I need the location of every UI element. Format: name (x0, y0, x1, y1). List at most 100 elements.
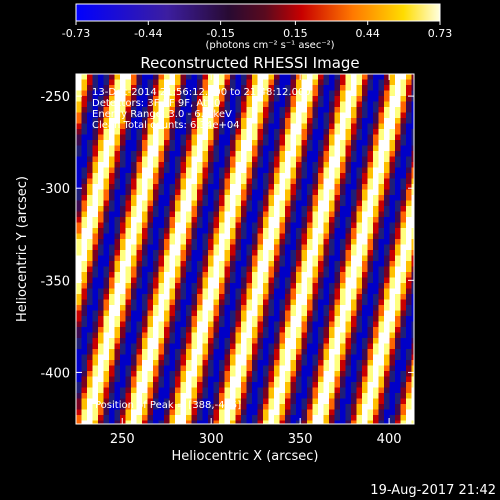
heatmap-cell (180, 332, 187, 339)
heatmap-cell (136, 156, 143, 163)
heatmap-cell (87, 239, 93, 245)
heatmap-cell (98, 79, 104, 86)
heatmap-cell (285, 420, 291, 424)
heatmap-cell (147, 343, 154, 350)
heatmap-cell (136, 305, 143, 311)
heatmap-cell (158, 266, 165, 273)
heatmap-cell (367, 393, 374, 399)
heatmap-cell (219, 250, 225, 256)
heatmap-cell (334, 184, 341, 190)
heatmap-cell (263, 272, 269, 278)
heatmap-cell (268, 228, 275, 234)
heatmap-cell (307, 140, 313, 146)
heatmap-cell (378, 85, 385, 91)
heatmap-cell (373, 426, 379, 432)
heatmap-cell (274, 404, 280, 410)
heatmap-cell (125, 283, 132, 289)
heatmap-cell (340, 228, 346, 234)
heatmap-cell (263, 129, 269, 135)
heatmap-cell (208, 426, 214, 432)
heatmap-cell (285, 90, 291, 97)
heatmap-cell (202, 398, 209, 405)
heatmap-cell (76, 321, 82, 328)
heatmap-cell (318, 222, 324, 229)
heatmap-cell (356, 206, 363, 212)
heatmap-cell (351, 343, 357, 350)
heatmap-cell (296, 426, 302, 432)
heatmap-cell (219, 206, 225, 212)
heatmap-cell (208, 371, 214, 377)
heatmap-cell (153, 420, 159, 424)
heatmap-cell (384, 74, 390, 80)
heatmap-cell (389, 266, 396, 273)
heatmap-cell (395, 85, 401, 91)
heatmap-cell (125, 343, 132, 350)
heatmap-cell (148, 426, 154, 432)
heatmap-cell (213, 145, 220, 152)
heatmap-cell (169, 255, 176, 262)
heatmap-cell (98, 189, 104, 196)
heatmap-cell (147, 277, 154, 284)
heatmap-cell (131, 316, 137, 322)
heatmap-cell (263, 244, 269, 251)
heatmap-cell (153, 338, 159, 344)
heatmap-cell (164, 261, 170, 267)
heatmap-cell (158, 173, 165, 179)
heatmap-cell (268, 299, 275, 306)
heatmap-cell (175, 387, 181, 394)
heatmap-cell (373, 360, 379, 366)
heatmap-cell (312, 338, 319, 344)
heatmap-cell (395, 294, 401, 300)
heatmap-cell (323, 233, 330, 240)
heatmap-cell (378, 398, 385, 405)
heatmap-cell (81, 365, 88, 372)
heatmap-cell (373, 272, 379, 278)
heatmap-cell (197, 156, 203, 163)
heatmap-cell (98, 376, 104, 383)
heatmap-cell (395, 189, 401, 196)
heatmap-cell (345, 387, 352, 394)
heatmap-cell (334, 162, 341, 168)
heatmap-cell (274, 211, 280, 218)
heatmap-cell (285, 316, 291, 322)
heatmap-cell (356, 156, 363, 163)
heatmap-cell (356, 134, 363, 141)
heatmap-cell (318, 343, 324, 350)
heatmap-cell (158, 206, 165, 212)
heatmap-cell (318, 250, 324, 256)
heatmap-cell (279, 299, 286, 306)
heatmap-cell (367, 200, 374, 207)
heatmap-cell (351, 321, 357, 328)
heatmap-cell (186, 283, 192, 289)
heatmap-cell (257, 305, 264, 311)
heatmap-cell (219, 112, 225, 119)
heatmap-cell (340, 184, 346, 190)
heatmap-cell (312, 299, 319, 306)
heatmap-cell (219, 310, 225, 317)
heatmap-cell (142, 140, 148, 146)
heatmap-cell (384, 118, 390, 124)
heatmap-cell (87, 426, 93, 432)
heatmap-cell (411, 101, 414, 108)
heatmap-cell (246, 118, 253, 124)
heatmap-cell (202, 74, 209, 80)
heatmap-cell (164, 376, 170, 383)
heatmap-cell (180, 272, 187, 278)
heatmap-cell (191, 250, 198, 256)
heatmap-cell (213, 327, 220, 333)
heatmap-cell (164, 365, 170, 372)
heatmap-cell (318, 255, 324, 262)
heatmap-cell (98, 134, 104, 141)
heatmap-cell (318, 178, 324, 185)
heatmap-cell (219, 272, 225, 278)
heatmap-cell (285, 261, 291, 267)
heatmap-cell (362, 349, 368, 355)
heatmap-cell (323, 85, 330, 91)
heatmap-cell (87, 101, 93, 108)
heatmap-cell (263, 316, 269, 322)
heatmap-cell (169, 239, 176, 245)
heatmap-cell (230, 107, 236, 113)
heatmap-cell (175, 233, 181, 240)
heatmap-cell (384, 85, 390, 91)
heatmap-cell (285, 200, 291, 207)
